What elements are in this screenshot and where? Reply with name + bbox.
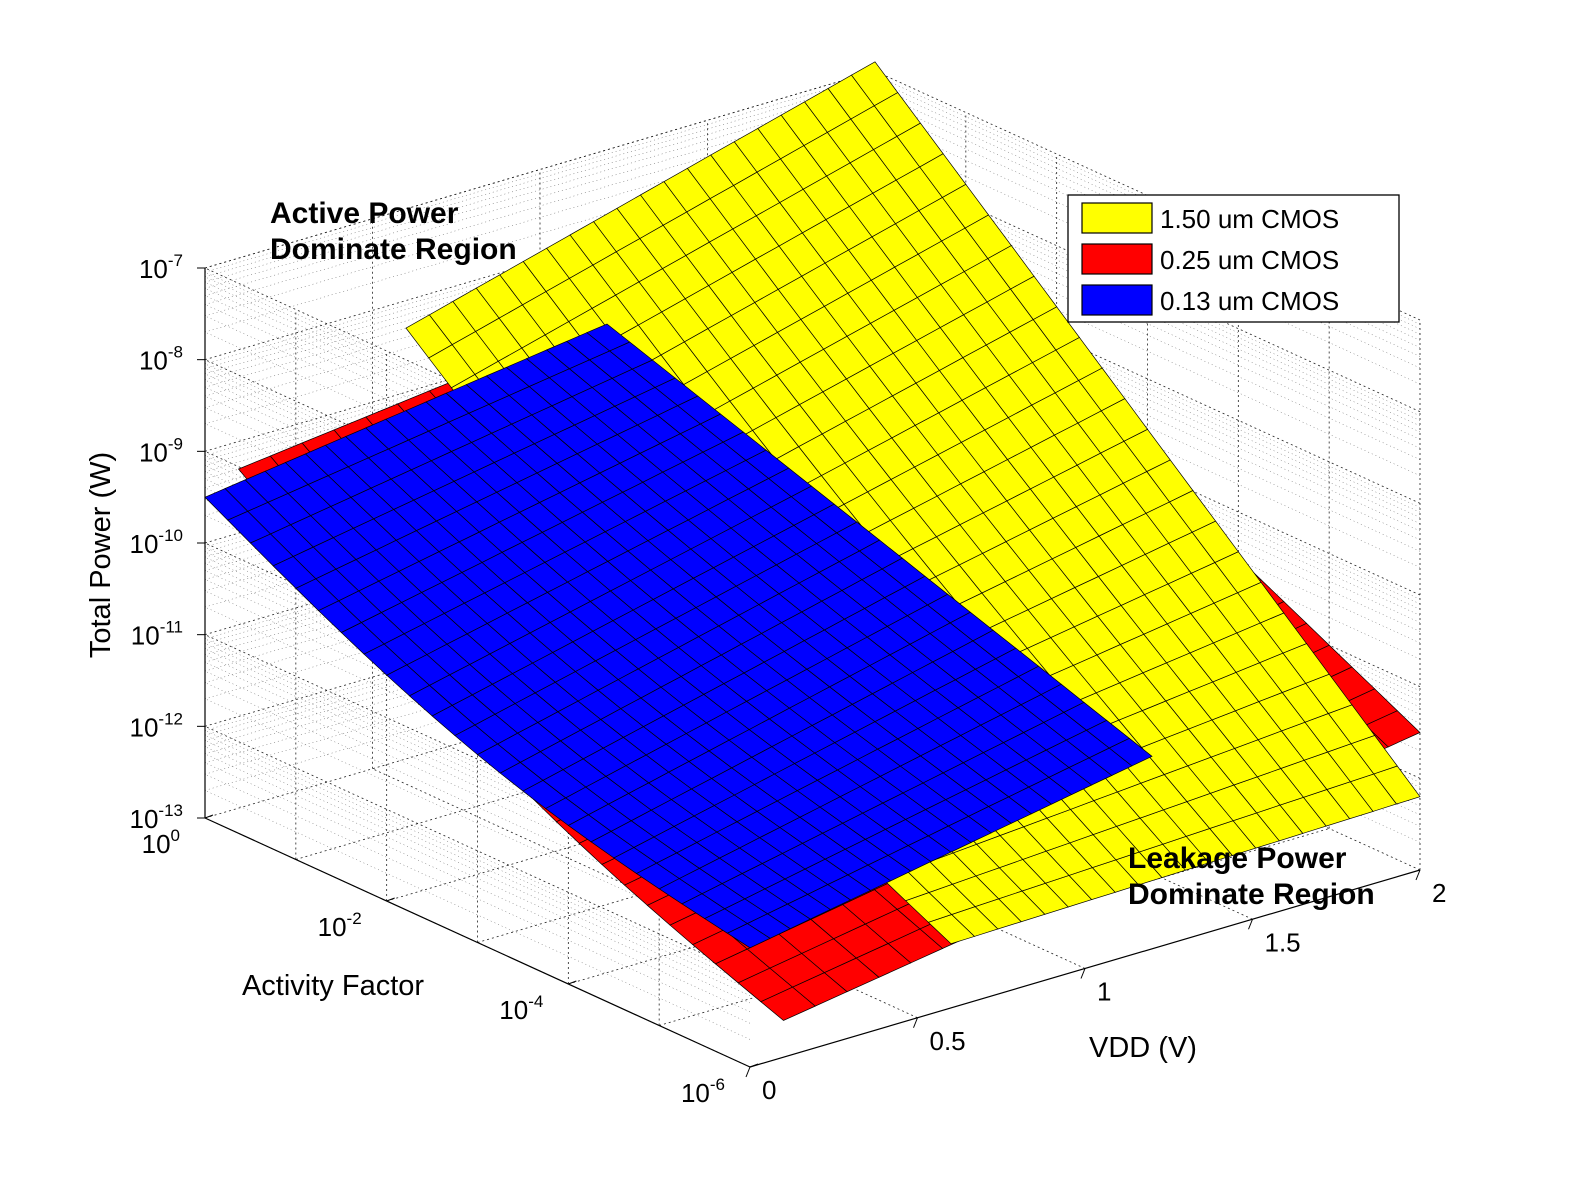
- y-tick: [1415, 869, 1421, 881]
- gridline-back-z: [204, 171, 876, 369]
- gridline-back-z: [204, 556, 876, 755]
- gridline-back-z: [204, 210, 876, 408]
- y-tick-label: 0.5: [930, 1026, 966, 1056]
- y-tick: [745, 1066, 751, 1078]
- gridline-back-z: [204, 451, 876, 650]
- annotation-active-line1: Active Power: [270, 197, 459, 230]
- z-axis-label: Total Power (W): [85, 452, 117, 658]
- z-tick-label: 10-9: [139, 434, 183, 467]
- y-tick-label: 1.5: [1265, 927, 1301, 957]
- gridline-back-z: [204, 537, 876, 736]
- gridline-back-z: [204, 176, 876, 375]
- z-tick-label: 10-8: [139, 343, 183, 376]
- gridline-back-z: [204, 473, 876, 672]
- x-axis-label: Activity Factor: [242, 970, 424, 1002]
- legend-label-013: 0.13 um CMOS: [1160, 286, 1339, 316]
- surfaces: [204, 61, 1421, 1021]
- gridline-back-z: [204, 262, 876, 461]
- legend-label-025: 0.25 um CMOS: [1160, 245, 1339, 275]
- gridline-back-z: [204, 198, 876, 397]
- x-tick-label: 100: [142, 826, 180, 859]
- y-tick-label: 0: [762, 1075, 776, 1105]
- y-tick: [1080, 968, 1086, 979]
- gridline-back-z: [204, 79, 876, 278]
- gridline-back-z: [204, 549, 876, 747]
- gridline-back-z: [204, 98, 876, 296]
- surface-3: [204, 323, 1153, 949]
- gridline-back-z: [204, 258, 876, 456]
- gridline-back-z: [204, 91, 876, 289]
- y-tick-label: 1: [1097, 977, 1111, 1007]
- axis-edge-activity: [204, 817, 751, 1068]
- annotation-leakage-line2: Dominate Region: [1128, 878, 1375, 911]
- gridline-back-z: [204, 134, 876, 333]
- gridline-back-z: [204, 543, 876, 741]
- gridline-back-z: [204, 268, 876, 466]
- y-axis-label: VDD (V): [1089, 1032, 1197, 1064]
- annotation-leakage-line1: Leakage Power: [1128, 842, 1347, 875]
- gridline-back-z: [204, 565, 876, 764]
- z-tick-label: 10-7: [139, 251, 183, 284]
- z-tick-label: 10-11: [131, 618, 183, 651]
- x-tick: [749, 1063, 759, 1068]
- legend-swatch-yellow: [1081, 202, 1153, 234]
- x-tick: [386, 897, 395, 902]
- gridline-back-z: [204, 190, 876, 388]
- gridline-back-z: [204, 501, 876, 699]
- gridline-back-z: [204, 74, 876, 273]
- x-tick: [568, 980, 577, 985]
- y-tick: [1248, 919, 1253, 930]
- annotation-active-line2: Dominate Region: [270, 233, 517, 266]
- gridline-back-z: [204, 107, 876, 305]
- legend-swatch-red: [1081, 243, 1153, 275]
- legend: 1.50 um CMOS 0.25 um CMOS 0.13 um CMOS: [1067, 194, 1400, 323]
- z-tick-label: 10-13: [130, 801, 184, 834]
- surface-3-patch: [586, 323, 631, 352]
- x-tick: [204, 814, 214, 819]
- gridline-back-z: [204, 182, 876, 381]
- gridline-back-z: [204, 485, 876, 683]
- y-tick: [913, 1017, 918, 1028]
- gridline-back-z: [204, 84, 876, 283]
- gridline-back-z: [204, 446, 876, 644]
- tick-labels: 10-13 10-12 10-11 10-10 10-9 10-8 10-7 100 10-2 1…: [130, 251, 1447, 1108]
- x-tick-label: 10-6: [681, 1075, 725, 1108]
- z-tick-label: 10-12: [130, 709, 184, 742]
- gridline-back-z: [204, 533, 876, 731]
- axis-edge-top: [204, 70, 876, 269]
- gridline-back-z: [204, 457, 876, 656]
- gridline-back-z: [204, 577, 876, 775]
- y-tick-label: 2: [1432, 878, 1446, 908]
- legend-label-150: 1.50 um CMOS: [1160, 204, 1339, 234]
- x-tick-label: 10-2: [318, 909, 362, 942]
- z-tick-label: 10-10: [130, 526, 184, 559]
- legend-swatch-blue: [1081, 284, 1153, 316]
- gridline-back-z: [204, 226, 876, 424]
- gridline-back-z: [204, 118, 876, 317]
- gridline-back-z: [204, 465, 876, 663]
- surface-1-patch: [850, 61, 899, 107]
- gridline-back-z: [204, 166, 876, 365]
- x-tick-label: 10-4: [499, 992, 543, 1025]
- gridline-back-z: [204, 593, 876, 791]
